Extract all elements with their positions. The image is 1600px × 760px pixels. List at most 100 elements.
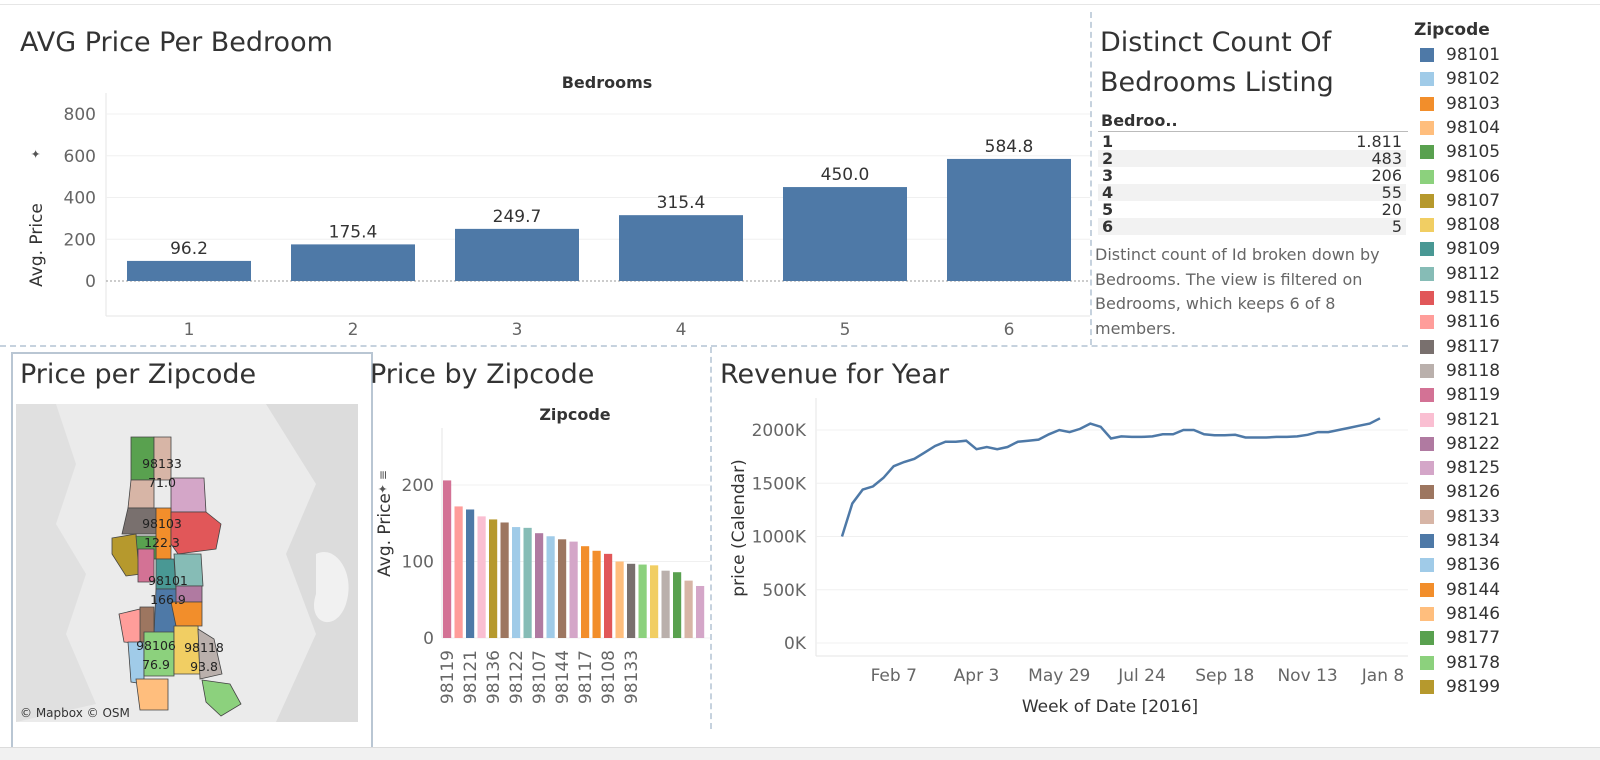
revenue-y-tick-label: 1500K xyxy=(752,474,807,494)
legend-swatch xyxy=(1420,291,1434,305)
map-attribution[interactable]: © Mapbox © OSM xyxy=(20,706,130,720)
revenue-y-ticks: 2000K 1500K 1000K 500K 0K xyxy=(752,421,807,654)
legend-swatch xyxy=(1420,582,1434,597)
bedroom-column-header: Bedrooms xyxy=(562,73,653,92)
zipbar-bar[interactable] xyxy=(443,480,452,638)
zipbar-bar[interactable] xyxy=(650,565,659,638)
legend-label: 98126 xyxy=(1446,482,1501,503)
distinct-table-row[interactable]: 1 1.811 xyxy=(1098,133,1406,150)
pin-icon[interactable]: ✦ xyxy=(29,149,43,159)
zipbar-bar[interactable] xyxy=(523,527,532,638)
legend-label: 98115 xyxy=(1446,288,1501,308)
bedroom-bar[interactable] xyxy=(291,244,415,281)
zipbar-bar[interactable] xyxy=(684,580,693,638)
legend-swatch xyxy=(1420,120,1434,135)
distinct-table-row[interactable]: 4 55 xyxy=(1098,184,1406,201)
revenue-x-tick-label: May 29 xyxy=(1028,666,1090,686)
zipbar-bar[interactable] xyxy=(477,516,486,638)
zipbar-bar[interactable] xyxy=(466,509,475,638)
legend-swatch xyxy=(1420,242,1434,257)
bedroom-x-tick-label: 5 xyxy=(840,320,851,340)
legend-label: 98103 xyxy=(1446,93,1501,114)
legend-label: 98177 xyxy=(1446,628,1501,649)
revenue-y-tick-label: 0K xyxy=(784,634,807,654)
zipbar-bar[interactable] xyxy=(546,536,555,638)
legend-label: 98117 xyxy=(1446,336,1501,357)
zipbar-bar[interactable] xyxy=(696,585,705,638)
legend-label: 98178 xyxy=(1446,652,1501,673)
bedroom-y-tick-label: 0 xyxy=(85,272,96,292)
zipbar-bar[interactable] xyxy=(615,561,624,639)
zipbar-bar[interactable] xyxy=(638,564,647,638)
zipbar-bar[interactable] xyxy=(592,550,601,638)
map-title: Price per Zipcode xyxy=(20,359,257,390)
zipbar-x-tick-label: 98136 xyxy=(484,650,504,704)
zipbar-bar[interactable] xyxy=(535,533,544,638)
zipbar-bar[interactable] xyxy=(558,539,567,638)
zipbar-title: Price by Zipcode xyxy=(370,359,595,390)
zipbar-bar[interactable] xyxy=(604,553,613,638)
bedroom-x-tick-label: 1 xyxy=(184,320,195,340)
map-zip-label: 98103 xyxy=(142,516,182,531)
bedroom-x-tick-label: 4 xyxy=(676,320,687,340)
legend-label: 98107 xyxy=(1446,190,1501,211)
zipbar-bar[interactable] xyxy=(500,522,509,638)
legend-label: 98112 xyxy=(1446,263,1501,284)
bedroom-value-label: 584.8 xyxy=(985,137,1034,157)
zipbar-column-header: Zipcode xyxy=(539,405,610,424)
revenue-x-ticks: Feb 7 Apr 3 May 29 Jul 24 Sep 18 Nov 13 Jan 8 xyxy=(871,666,1405,686)
legend-label: 98118 xyxy=(1446,360,1501,381)
legend-label: 98116 xyxy=(1446,312,1501,333)
zipbar-bar[interactable] xyxy=(454,506,463,638)
legend-swatch xyxy=(1420,655,1434,670)
distinct-table-row[interactable]: 3 206 xyxy=(1098,167,1406,184)
legend-swatch xyxy=(1420,631,1434,646)
distinct-column-header[interactable]: Bedroo.. xyxy=(1101,111,1178,130)
distinct-row-count: 206 xyxy=(1371,166,1402,185)
zipbar-x-ticks: 98119 98121 98136 98122 98107 98144 98117 98108… xyxy=(438,650,642,704)
bedroom-gridlines xyxy=(106,113,1090,282)
zipbar-bar[interactable] xyxy=(581,546,590,638)
sort-pin-icon[interactable]: ✦ ≡ xyxy=(376,470,390,494)
revenue-x-tick-label: Feb 7 xyxy=(871,666,917,686)
zipbar-bar[interactable] xyxy=(673,572,682,638)
legend-label: 98146 xyxy=(1446,603,1501,624)
distinct-row-count: 20 xyxy=(1381,200,1402,219)
bedroom-bar[interactable] xyxy=(455,228,579,281)
bedroom-bar[interactable] xyxy=(783,187,907,281)
bedroom-bar[interactable] xyxy=(127,260,251,281)
legend-swatch xyxy=(1420,485,1434,500)
zipbar-y-tick-label: 100 xyxy=(402,553,434,573)
map-zip-label: 98118 xyxy=(184,640,224,655)
legend-swatch xyxy=(1420,48,1434,62)
zipbar-bar[interactable] xyxy=(512,527,521,638)
distinct-row-bedrooms: 4 xyxy=(1102,183,1114,202)
legend-label: 98121 xyxy=(1446,409,1501,430)
horizontal-scrollbar[interactable] xyxy=(0,747,1600,760)
map-zip-labels: 98133 71.0 98103 122.3 98101 166.9 98106 76.9 98… xyxy=(136,456,224,674)
revenue-line-chart: 2000K 1500K 1000K 500K 0K Feb 7 Apr 3 May 29 Ju… xyxy=(729,398,1408,717)
bedroom-x-tick-label: 2 xyxy=(348,320,359,340)
legend-label: 98136 xyxy=(1446,555,1501,576)
zipcode-map[interactable]: 98133 71.0 98103 122.3 98101 166.9 98106 76.9 98… xyxy=(16,404,358,722)
legend-label: 98134 xyxy=(1446,531,1501,551)
map-land-west xyxy=(16,404,96,722)
legend-swatch xyxy=(1420,509,1434,524)
distinct-row-bedrooms: 3 xyxy=(1102,166,1114,185)
zipbar-x-tick-label: 98122 xyxy=(507,650,527,704)
legend-label: 98199 xyxy=(1446,676,1501,697)
zipbar-bar[interactable] xyxy=(627,563,636,638)
zipbar-x-tick-label: 98144 xyxy=(553,650,573,704)
bedroom-bar[interactable] xyxy=(619,215,743,281)
zipbar-bars xyxy=(443,480,705,639)
distinct-table-row[interactable]: 5 20 xyxy=(1098,201,1406,218)
revenue-x-tick-label: Sep 18 xyxy=(1195,666,1254,686)
zipbar-x-tick-label: 98121 xyxy=(461,650,481,704)
zipbar-bar[interactable] xyxy=(489,519,498,638)
zipbar-bar[interactable] xyxy=(661,570,670,638)
zipbar-bar[interactable] xyxy=(569,541,578,638)
distinct-table-row[interactable]: 2 483 xyxy=(1098,150,1406,167)
bedroom-bar[interactable] xyxy=(947,158,1071,281)
